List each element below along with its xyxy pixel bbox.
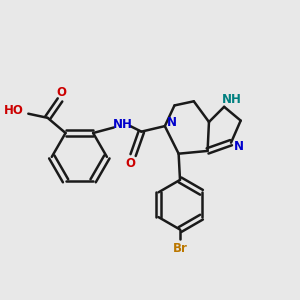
Text: HO: HO xyxy=(4,104,24,117)
Text: O: O xyxy=(56,86,66,99)
Text: N: N xyxy=(234,140,244,153)
Text: Br: Br xyxy=(172,242,188,255)
Text: N: N xyxy=(167,116,177,129)
Text: NH: NH xyxy=(113,118,133,131)
Text: NH: NH xyxy=(222,93,242,106)
Text: O: O xyxy=(125,157,135,170)
